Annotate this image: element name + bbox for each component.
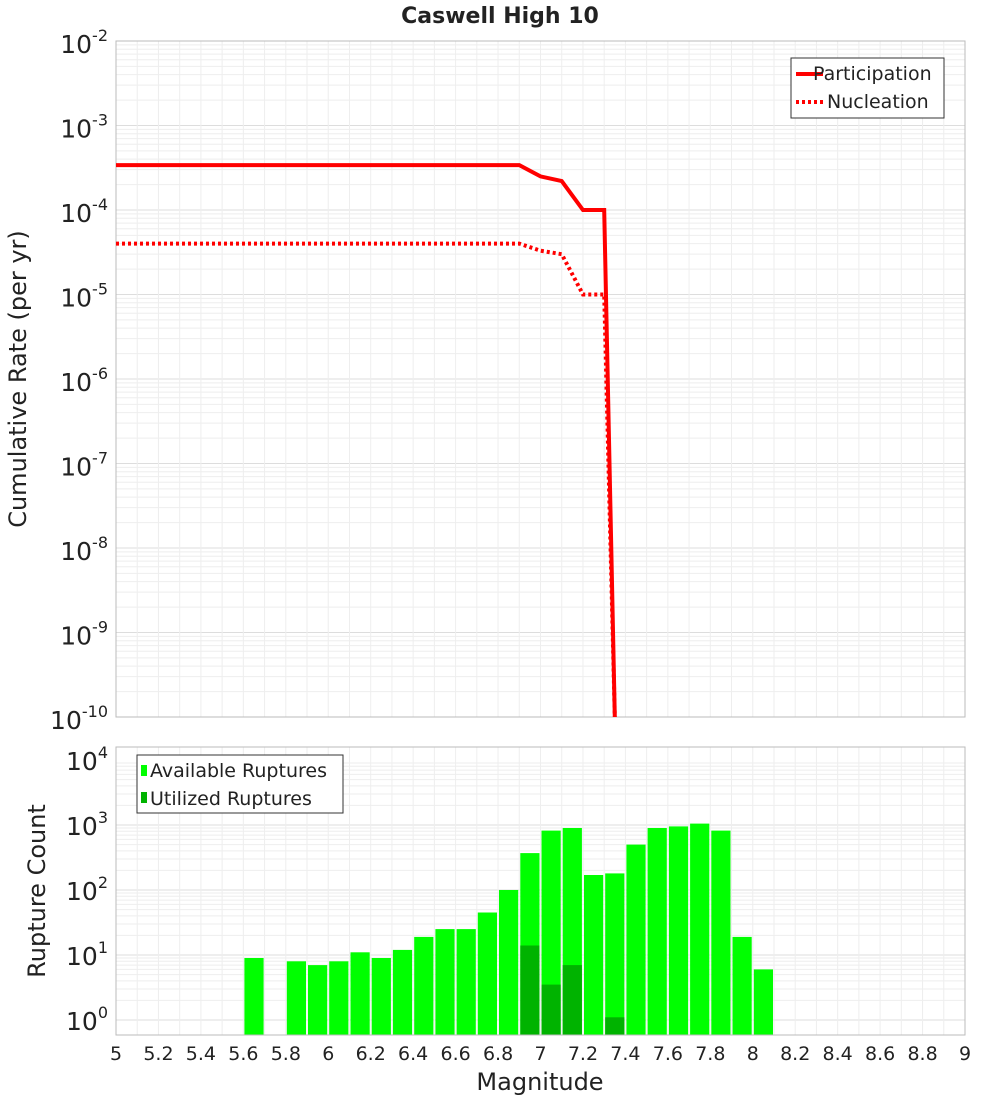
x-tick-label: 6.4 xyxy=(398,1043,428,1065)
available-rupture-bar xyxy=(308,965,328,1035)
bottom-y-tick-label: 101 xyxy=(66,938,108,971)
top-y-tick-label: 10-7 xyxy=(60,449,108,482)
bottom-legend-box xyxy=(136,754,344,814)
available-rupture-bar xyxy=(584,875,604,1035)
available-rupture-bar xyxy=(541,830,561,1035)
x-tick-label: 8.4 xyxy=(823,1043,853,1065)
legend-utilized-swatch xyxy=(141,792,147,803)
available-rupture-bar xyxy=(732,936,752,1035)
legend-participation-label: Participation xyxy=(813,63,932,85)
x-tick-label: 6.6 xyxy=(440,1043,470,1065)
x-tick-label: 7.2 xyxy=(568,1043,598,1065)
bottom-bars xyxy=(244,823,773,1035)
available-rupture-bar xyxy=(350,952,370,1035)
available-rupture-bar xyxy=(668,826,689,1035)
x-tick-label: 8 xyxy=(747,1043,759,1065)
bottom-y-axis-label: Rupture Count xyxy=(23,804,51,978)
x-tick-label: 7.4 xyxy=(610,1043,640,1065)
bottom-y-tick-label: 103 xyxy=(66,808,108,841)
x-tick-label: 6 xyxy=(322,1043,334,1065)
chart-title: Caswell High 10 xyxy=(401,4,599,29)
top-y-tick-label: 10-2 xyxy=(60,26,108,59)
available-rupture-bar xyxy=(499,890,519,1035)
bottom-x-tick-labels: 5 5.2 5.4 5.6 5.8 6 6.2 6.4 6.6 6.8 7 7.2 7.4 7.6 7.8 8… xyxy=(110,1043,971,1065)
bottom-plot-frame xyxy=(115,746,966,1036)
legend-nucleation-label: Nucleation xyxy=(827,91,929,113)
bottom-y-tick-labels: 100 101 102 103 104 xyxy=(66,743,108,1036)
x-tick-label: 8.2 xyxy=(780,1043,810,1065)
legend-utilized-label: Utilized Ruptures xyxy=(150,788,312,810)
x-tick-label: 5 xyxy=(110,1043,122,1065)
top-series-lines xyxy=(116,163,617,718)
top-y-tick-labels: 10-10 10-9 10-8 10-7 10-6 10-5 10-4 10-3 10-2 xyxy=(50,26,108,735)
utilized-rupture-bar xyxy=(541,984,561,1035)
bottom-y-tick-label: 100 xyxy=(66,1003,108,1036)
top-y-tick-label: 10-8 xyxy=(60,533,108,566)
top-y-axis-label: Cumulative Rate (per yr) xyxy=(4,230,32,528)
utilized-rupture-bar xyxy=(605,1017,625,1035)
available-rupture-bar xyxy=(711,830,731,1035)
x-tick-label: 8.6 xyxy=(865,1043,895,1065)
x-axis-label: Magnitude xyxy=(476,1068,603,1096)
available-rupture-bar xyxy=(690,823,710,1035)
legend-available-swatch xyxy=(141,765,147,776)
top-y-tick-label: 10-9 xyxy=(60,618,108,651)
x-tick-label: 5.2 xyxy=(143,1043,173,1065)
x-tick-label: 6.2 xyxy=(356,1043,386,1065)
top-y-tick-label: 10-4 xyxy=(60,195,108,228)
utilized-rupture-bar xyxy=(562,965,582,1035)
available-rupture-bar xyxy=(244,958,264,1035)
top-legend: Participation Nucleation xyxy=(790,57,945,119)
x-tick-label: 5.4 xyxy=(186,1043,216,1065)
available-rupture-bar xyxy=(414,936,434,1035)
available-rupture-bar xyxy=(329,961,349,1035)
available-rupture-bar xyxy=(371,958,391,1035)
series-line-participation xyxy=(116,163,617,718)
x-tick-label: 5.6 xyxy=(228,1043,258,1065)
available-rupture-bar xyxy=(456,929,476,1035)
legend-available-label: Available Ruptures xyxy=(150,760,327,782)
utilized-rupture-bar xyxy=(520,945,540,1035)
x-tick-label: 6.8 xyxy=(483,1043,513,1065)
available-rupture-bar xyxy=(477,912,497,1035)
top-legend-box xyxy=(790,57,945,119)
available-rupture-bar xyxy=(435,929,455,1035)
bottom-y-tick-label: 104 xyxy=(66,743,108,776)
available-rupture-bar xyxy=(647,828,667,1035)
x-tick-label: 5.8 xyxy=(271,1043,301,1065)
top-y-tick-label: 10-3 xyxy=(60,111,108,144)
series-line-nucleation xyxy=(116,241,617,718)
top-grid xyxy=(115,41,966,718)
bottom-legend: Available Ruptures Utilized Ruptures xyxy=(136,754,344,814)
available-rupture-bar xyxy=(626,844,646,1035)
top-y-tick-label: 10-6 xyxy=(60,364,108,397)
top-plot-frame xyxy=(115,40,966,718)
available-rupture-bar xyxy=(605,873,625,1035)
x-tick-label: 9 xyxy=(959,1043,971,1065)
top-y-tick-label: 10-5 xyxy=(60,280,108,313)
available-rupture-bar xyxy=(753,969,773,1035)
x-tick-label: 8.8 xyxy=(907,1043,937,1065)
x-tick-label: 7.8 xyxy=(695,1043,725,1065)
x-tick-label: 7 xyxy=(534,1043,546,1065)
x-tick-label: 7.6 xyxy=(653,1043,683,1065)
available-rupture-bar xyxy=(392,949,413,1035)
top-y-tick-label: 10-10 xyxy=(50,702,108,735)
available-rupture-bar xyxy=(286,961,306,1035)
bottom-y-tick-label: 102 xyxy=(66,873,108,906)
